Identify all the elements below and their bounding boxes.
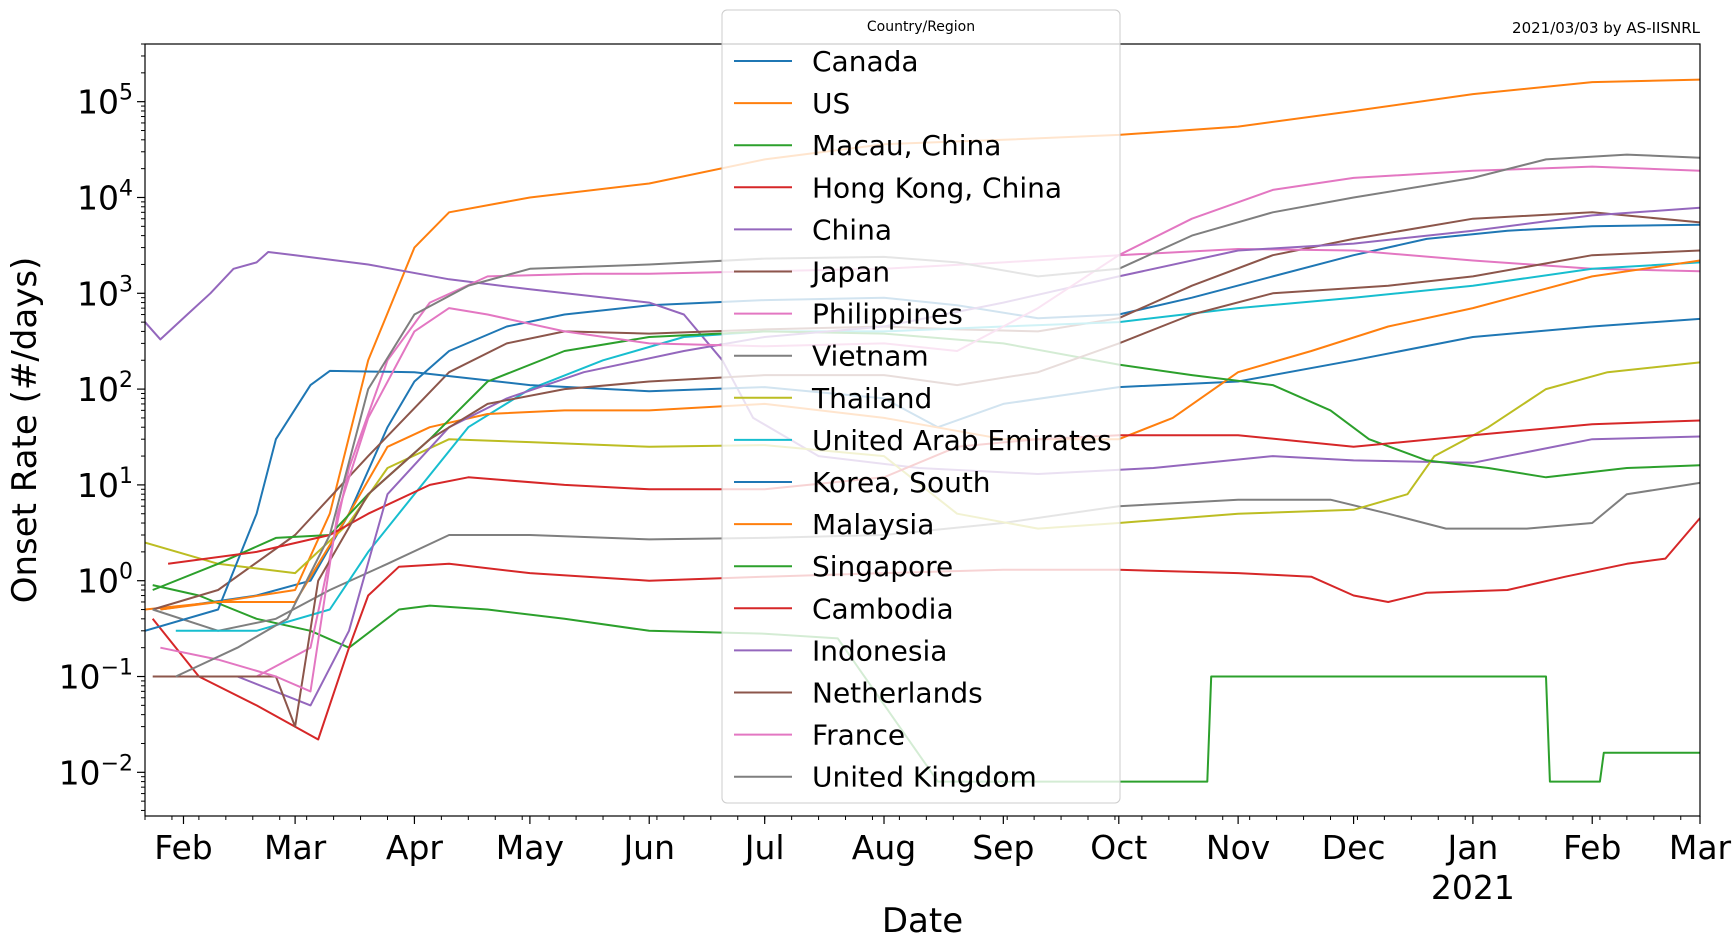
y-tick-label: 105 xyxy=(77,81,133,122)
x-axis-label: Date xyxy=(882,901,963,941)
x-tick-label: Apr xyxy=(386,828,444,867)
x-tick-sublabel: 2021 xyxy=(1431,868,1515,907)
y-tick-label: 103 xyxy=(77,272,133,313)
y-tick-label: 104 xyxy=(77,176,133,217)
legend-entry: Malaysia xyxy=(812,508,934,541)
series-line xyxy=(160,165,1700,693)
y-axis-label: Onset Rate (#/days) xyxy=(5,257,45,604)
x-tick-label: Jul xyxy=(743,828,785,867)
legend-entry: United Arab Emirates xyxy=(812,424,1112,457)
legend-entry: Korea, South xyxy=(812,466,991,499)
x-tick-label: Feb xyxy=(154,828,212,867)
legend-entry: Hong Kong, China xyxy=(812,171,1062,204)
credit-label: 2021/03/03 by AS-IISNRL xyxy=(1512,19,1700,37)
x-tick-label: Oct xyxy=(1090,828,1147,867)
legend-entry: Vietnam xyxy=(812,340,929,373)
x-axis: Feb Mar Apr May Jun Jul Aug Sep Oct Nov Dec Jan2021… xyxy=(144,816,1732,907)
legend-entry: China xyxy=(812,213,892,246)
legend: Country/Region Canada US Macau, China Hong K… xyxy=(721,9,1121,804)
legend-title: Country/Region xyxy=(867,19,975,35)
series-line xyxy=(145,251,1700,475)
series-line xyxy=(145,78,1700,611)
legend-entry: Thailand xyxy=(811,382,932,415)
x-tick-label: Jan xyxy=(1445,828,1498,867)
y-tick-label: 100 xyxy=(77,560,133,601)
x-tick-label: Dec xyxy=(1322,828,1386,867)
legend-entry: Canada xyxy=(812,45,919,78)
y-tick-label: 10−1 xyxy=(59,656,133,697)
legend-entry: Cambodia xyxy=(812,592,954,625)
x-tick-label: May xyxy=(496,828,564,867)
legend-entry: Netherlands xyxy=(812,677,983,710)
legend-entry: United Kingdom xyxy=(812,761,1037,794)
legend-box xyxy=(721,9,1121,804)
x-tick-label: Feb xyxy=(1563,828,1621,867)
x-tick-label: Nov xyxy=(1206,828,1270,867)
y-tick-label: 101 xyxy=(77,464,133,505)
x-tick-label: Mar xyxy=(1669,828,1732,867)
x-tick-label: Sep xyxy=(972,828,1034,867)
legend-entry: Japan xyxy=(810,256,890,289)
legend-entry: Philippines xyxy=(812,298,963,331)
legend-entry: US xyxy=(812,87,850,120)
y-tick-label: 10−2 xyxy=(59,751,133,792)
x-tick-label: Mar xyxy=(264,828,327,867)
y-axis: 10−2 10−1 100 101 102 103 104 105 xyxy=(59,43,145,811)
legend-entry: Macau, China xyxy=(812,129,1001,162)
x-tick-label: Aug xyxy=(852,828,916,867)
legend-entry: Indonesia xyxy=(812,634,947,667)
legend-entry: France xyxy=(812,719,905,752)
x-tick-label: Jun xyxy=(621,828,675,867)
legend-entry: Singapore xyxy=(812,550,953,583)
y-tick-label: 102 xyxy=(77,368,133,409)
